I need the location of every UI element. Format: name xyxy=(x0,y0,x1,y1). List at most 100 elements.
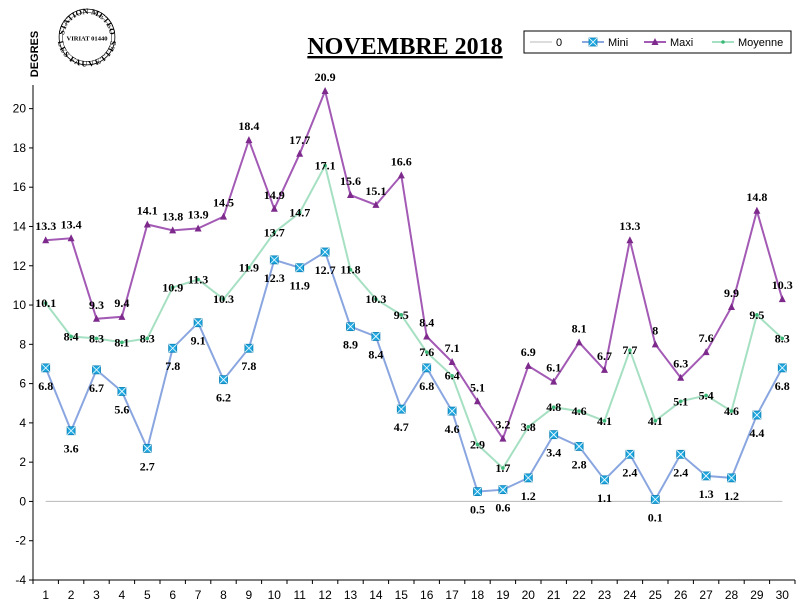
data-label-mini: 3.4 xyxy=(546,446,561,460)
point-maxi xyxy=(702,348,710,356)
plot-area: 13.3 13.4 9.3 9.4 14.1 13.8 13.9 14.5 18.4 14.9 17… xyxy=(35,70,793,525)
x-tick-label: 25 xyxy=(649,588,663,602)
data-label-maxi: 7.1 xyxy=(445,341,460,355)
y-tick-label: -4 xyxy=(15,573,26,587)
chart-title: NOVEMBRE 2018 xyxy=(307,34,502,60)
x-tick-label: 7 xyxy=(195,588,202,602)
stamp-ring-bottom: LES FAUVETTES xyxy=(56,39,119,68)
series-line-moyenne xyxy=(44,162,783,470)
data-label-moyenne: 9.5 xyxy=(394,308,409,322)
data-label-maxi: 8 xyxy=(652,323,658,337)
x-tick-label: 27 xyxy=(699,588,713,602)
legend-label-moyenne: Moyenne xyxy=(738,37,783,49)
point-moyenne xyxy=(602,419,607,423)
data-label-mini: 4.4 xyxy=(749,426,764,440)
data-label-moyenne: 11.9 xyxy=(239,261,259,275)
data-label-maxi: 9.9 xyxy=(724,286,739,300)
data-label-maxi: 8.1 xyxy=(572,321,587,335)
data-label-maxi: 17.7 xyxy=(289,133,310,147)
svg-text:STATION METEO: STATION METEO xyxy=(57,7,117,36)
x-tick-label: 12 xyxy=(318,588,332,602)
y-tick-label: 14 xyxy=(13,219,27,233)
data-label-maxi: 13.3 xyxy=(35,219,56,233)
y-tick-label: 12 xyxy=(13,259,27,273)
x-tick-label: 1 xyxy=(42,588,49,602)
data-label-mini: 7.8 xyxy=(241,359,256,373)
x-tick-label: 3 xyxy=(93,588,100,602)
x-tick-label: 13 xyxy=(344,588,358,602)
point-moyenne xyxy=(501,466,505,470)
data-label-maxi: 14.9 xyxy=(264,188,285,202)
point-moyenne xyxy=(628,348,632,353)
point-mini-hatch xyxy=(422,363,431,373)
data-label-moyenne: 6.4 xyxy=(445,369,460,383)
data-label-mini: 1.1 xyxy=(597,491,612,505)
data-label-maxi: 14.5 xyxy=(213,196,234,210)
point-mini-hatch xyxy=(117,387,127,396)
stamp-ring-top: STATION METEO xyxy=(57,7,117,36)
legend-label-mini: Mini xyxy=(608,37,628,49)
y-axis-label: DEGRES xyxy=(29,31,41,77)
series-line-mini xyxy=(44,250,784,502)
x-tick-label: 2 xyxy=(68,588,75,602)
data-label-maxi: 5.1 xyxy=(470,380,485,394)
point-moyenne xyxy=(323,163,327,168)
point-mini-hatch xyxy=(447,406,457,416)
point-moyenne xyxy=(348,267,353,272)
point-mini-hatch xyxy=(676,450,685,459)
point-mini-hatch xyxy=(549,430,558,439)
y-tick-label: 8 xyxy=(19,337,26,351)
point-moyenne xyxy=(297,210,302,215)
data-label-moyenne: 2.9 xyxy=(470,437,485,451)
data-label-moyenne: 9.5 xyxy=(749,308,764,322)
point-moyenne xyxy=(374,297,378,301)
data-label-mini: 4.7 xyxy=(394,420,409,434)
data-label-maxi: 9.4 xyxy=(114,296,129,310)
point-mini-hatch xyxy=(778,363,787,373)
data-label-moyenne: 4.1 xyxy=(597,414,612,428)
point-maxi xyxy=(474,397,481,405)
point-moyenne xyxy=(577,409,581,413)
point-moyenne xyxy=(704,393,708,398)
point-maxi xyxy=(42,236,50,244)
data-label-moyenne: 10.1 xyxy=(35,296,56,310)
point-maxi xyxy=(143,220,151,228)
y-tick-label: 20 xyxy=(13,102,27,116)
point-mini-hatch xyxy=(473,487,482,496)
point-maxi xyxy=(270,204,278,212)
data-label-moyenne: 7.6 xyxy=(419,345,434,359)
point-mini-hatch xyxy=(143,444,152,453)
data-label-maxi: 6.1 xyxy=(546,361,561,375)
point-mini-hatch xyxy=(193,318,203,327)
station-stamp-logo: STATION METEO LES FAUVETTES VIRIAT 01440 xyxy=(56,7,119,69)
x-tick-label: 24 xyxy=(623,588,637,602)
data-label-mini: 9.1 xyxy=(191,334,206,348)
point-mini-hatch xyxy=(92,365,101,375)
x-tick-label: 11 xyxy=(293,588,306,602)
point-maxi xyxy=(93,314,100,322)
x-tick-label: 30 xyxy=(776,588,790,602)
legend-label-0: 0 xyxy=(556,37,562,49)
point-maxi xyxy=(550,377,558,385)
point-mini-hatch xyxy=(752,410,762,420)
data-label-mini: 11.9 xyxy=(290,279,310,293)
point-moyenne xyxy=(475,442,480,447)
point-mini-hatch xyxy=(244,343,254,353)
data-label-mini: 2.8 xyxy=(572,457,587,471)
point-mini-hatch xyxy=(651,495,660,504)
data-label-moyenne: 1.7 xyxy=(495,461,510,475)
data-label-mini: 3.6 xyxy=(64,442,79,456)
point-moyenne xyxy=(69,334,73,339)
legend-marker-mini-hatch xyxy=(588,37,598,47)
data-label-maxi: 6.7 xyxy=(597,349,612,363)
data-label-maxi: 18.4 xyxy=(238,119,259,133)
data-label-moyenne: 5.4 xyxy=(699,388,714,402)
point-maxi xyxy=(778,295,786,303)
data-label-moyenne: 8.4 xyxy=(64,329,79,343)
data-label-moyenne: 4.1 xyxy=(648,414,663,428)
data-label-mini: 1.3 xyxy=(699,487,714,501)
point-moyenne xyxy=(678,399,683,404)
data-label-moyenne: 7.7 xyxy=(622,343,637,357)
